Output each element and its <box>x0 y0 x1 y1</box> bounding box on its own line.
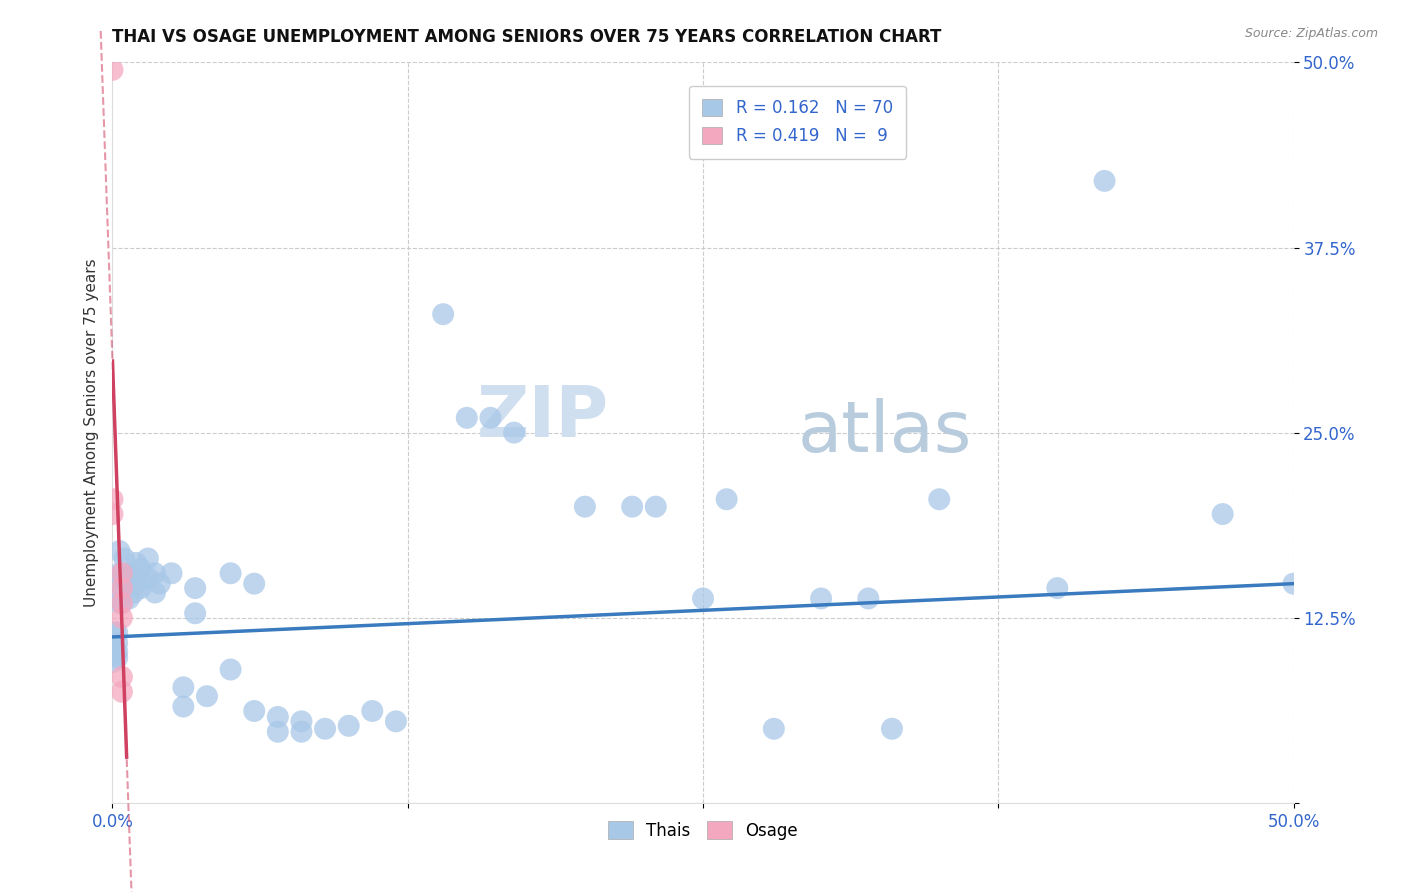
Point <box>105 625 128 640</box>
Point <box>314 722 336 736</box>
Point <box>621 500 644 514</box>
Point <box>129 581 152 595</box>
Point <box>136 571 159 585</box>
Point <box>290 724 312 739</box>
Point <box>111 596 134 610</box>
Point <box>810 591 832 606</box>
Point <box>1094 174 1116 188</box>
Point <box>160 566 183 581</box>
Point <box>104 648 127 662</box>
Point <box>385 714 408 729</box>
Point <box>692 591 714 606</box>
Point <box>111 566 134 581</box>
Point <box>105 645 128 659</box>
Point <box>111 581 134 595</box>
Text: atlas: atlas <box>797 398 972 467</box>
Point <box>111 610 134 624</box>
Point <box>184 581 207 595</box>
Point <box>101 640 124 655</box>
Point <box>125 576 148 591</box>
Point <box>479 410 502 425</box>
Point <box>111 596 134 610</box>
Point <box>1212 507 1234 521</box>
Point <box>104 648 127 662</box>
Point <box>143 566 166 581</box>
Point <box>122 585 145 599</box>
Point <box>112 551 135 566</box>
Point <box>118 576 141 591</box>
Point <box>928 492 950 507</box>
Point <box>1046 581 1069 595</box>
Point <box>108 566 131 581</box>
Point <box>112 571 135 585</box>
Point <box>101 507 124 521</box>
Point <box>125 556 148 570</box>
Point <box>108 581 131 595</box>
Point <box>111 566 134 581</box>
Legend: Thais, Osage: Thais, Osage <box>602 814 804 847</box>
Text: THAI VS OSAGE UNEMPLOYMENT AMONG SENIORS OVER 75 YEARS CORRELATION CHART: THAI VS OSAGE UNEMPLOYMENT AMONG SENIORS… <box>112 28 942 45</box>
Point <box>644 500 666 514</box>
Point <box>716 492 738 507</box>
Point <box>101 492 124 507</box>
Point <box>122 566 145 581</box>
Point <box>108 596 131 610</box>
Point <box>172 681 194 695</box>
Point <box>104 625 127 640</box>
Point <box>762 722 785 736</box>
Point <box>111 685 134 699</box>
Point <box>880 722 903 736</box>
Text: ZIP: ZIP <box>477 384 609 452</box>
Point <box>574 500 596 514</box>
Point <box>111 581 134 595</box>
Point <box>105 636 128 650</box>
Point <box>456 410 478 425</box>
Point <box>111 670 134 684</box>
Point <box>267 724 290 739</box>
Point <box>101 648 124 662</box>
Point <box>149 576 172 591</box>
Point <box>195 689 218 703</box>
Point <box>136 551 159 566</box>
Point <box>108 544 131 558</box>
Point <box>101 655 124 669</box>
Point <box>101 648 124 662</box>
Point <box>337 719 360 733</box>
Point <box>112 581 135 595</box>
Point <box>243 576 266 591</box>
Point <box>290 714 312 729</box>
Point <box>104 640 127 655</box>
Point <box>361 704 384 718</box>
Point <box>432 307 454 321</box>
Point <box>219 663 242 677</box>
Point <box>243 704 266 718</box>
Point <box>143 585 166 599</box>
Y-axis label: Unemployment Among Seniors over 75 years: Unemployment Among Seniors over 75 years <box>83 259 98 607</box>
Point <box>172 699 194 714</box>
Point <box>858 591 880 606</box>
Point <box>129 562 152 576</box>
Point <box>105 650 128 665</box>
Point <box>118 591 141 606</box>
Point <box>503 425 526 440</box>
Point <box>101 62 124 77</box>
Point <box>267 710 290 724</box>
Text: Source: ZipAtlas.com: Source: ZipAtlas.com <box>1244 27 1378 40</box>
Point <box>1282 576 1305 591</box>
Point <box>184 607 207 621</box>
Point <box>219 566 242 581</box>
